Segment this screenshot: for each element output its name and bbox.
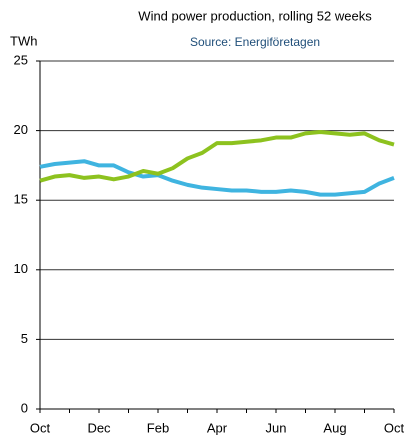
y-tick-label: 15 [14,192,28,207]
chart-title: Wind power production, rolling 52 weeks [138,8,372,23]
line-series [39,129,395,183]
x-tick-label: Jun [266,420,287,435]
y-tick-label: 0 [21,400,28,415]
x-tick-label: Oct [30,420,51,435]
y-tick-label: 5 [21,331,28,346]
y-tick-label: 10 [14,261,28,276]
line-series [39,159,395,197]
x-tick-label: Oct [384,420,405,435]
chart-subtitle: Source: Energiföretagen [190,35,320,49]
y-axis-label: TWh [10,33,37,48]
y-tick-label: 25 [14,52,28,67]
x-tick-label: Aug [323,420,346,435]
x-tick-label: Apr [207,420,228,435]
y-tick-label: 20 [14,122,28,137]
x-tick-label: Dec [87,420,111,435]
x-tick-label: Feb [147,420,169,435]
